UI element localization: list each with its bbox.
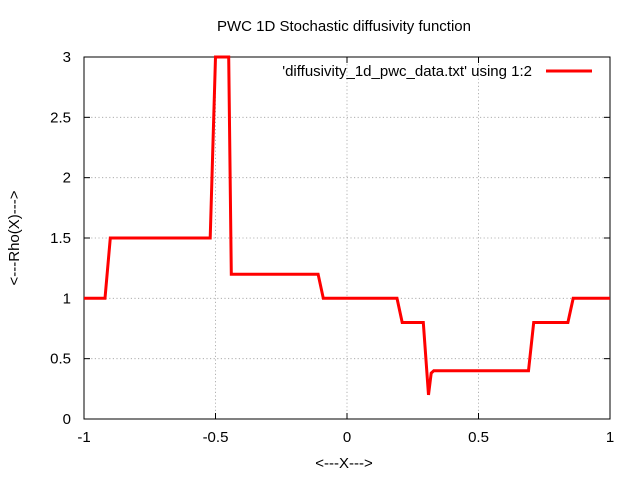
series-line [84,55,610,396]
series-group [84,55,610,396]
y-tick-label: 1.5 [50,230,71,247]
plot-frame [83,56,611,420]
chart-title: PWC 1D Stochastic diffusivity function [217,18,471,35]
y-tick-label: 1 [63,290,71,307]
x-axis-label: <---X---> [315,455,373,472]
x-tick-label: 0.5 [468,429,489,446]
tick-labels: 0 0.5 1 1.5 2 2.5 3 -1 -0.5 0 0.5 1 [50,49,614,446]
y-tick-label: 2.5 [50,109,71,126]
y-axis-label: <---Rho(X)---> [6,190,23,285]
y-tick-label: 0 [63,411,71,428]
y-tick-label: 2 [63,170,71,187]
legend: 'diffusivity_1d_pwc_data.txt' using 1:2 [282,63,592,80]
y-tick-label: 3 [63,49,71,66]
x-tick-label: -1 [77,429,90,446]
y-tick-label: 0.5 [50,351,71,368]
legend-label: 'diffusivity_1d_pwc_data.txt' using 1:2 [282,63,532,80]
x-tick-label: 0 [343,429,351,446]
x-tick-label: -0.5 [203,429,229,446]
x-tick-label: 1 [606,429,614,446]
